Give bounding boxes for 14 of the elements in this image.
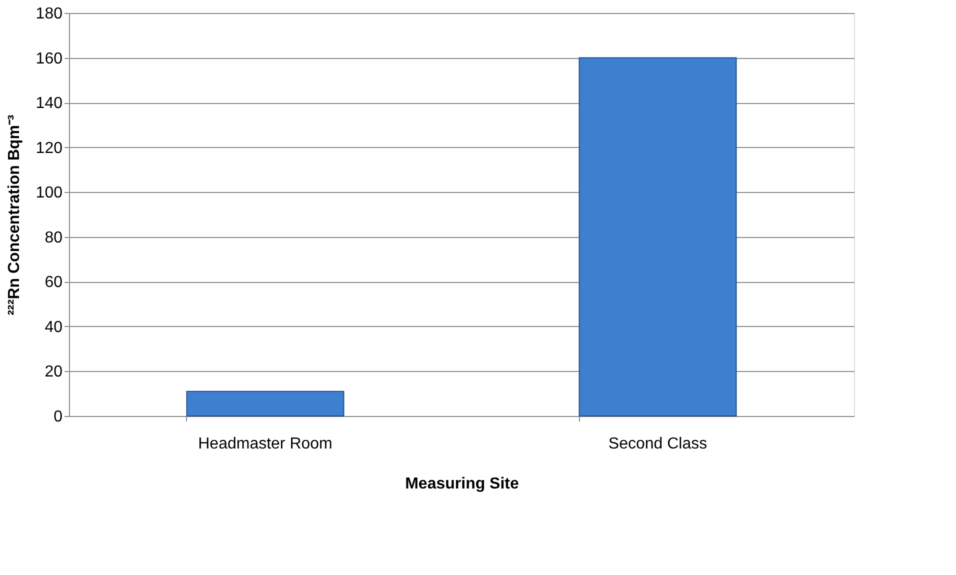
y-tick-label: 120	[36, 140, 63, 157]
x-axis-title: Measuring Site	[405, 476, 519, 492]
y-tick-label: 180	[36, 6, 63, 22]
x-tick-label: Headmaster Room	[198, 436, 332, 452]
y-tick-label: 20	[44, 364, 63, 381]
y-tick-label: 0	[54, 408, 63, 426]
x-tick-label: Second Class	[608, 436, 708, 452]
y-tick-label: 60	[44, 274, 63, 292]
y-tick-label: 80	[44, 229, 63, 246]
y-tick-label: 100	[36, 184, 63, 202]
y-tick-label: 160	[36, 50, 63, 68]
y-axis-title: ²²²Rn Concentration Bqm⁻³	[6, 114, 23, 316]
y-tick-label: 40	[44, 318, 63, 336]
y-tick-label: 140	[36, 95, 63, 112]
